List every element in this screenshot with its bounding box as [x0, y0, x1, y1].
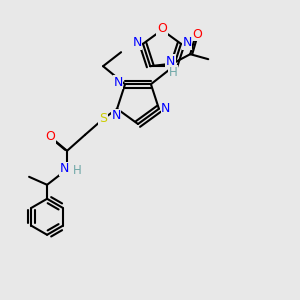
Text: O: O: [192, 28, 202, 41]
Text: H: H: [73, 164, 82, 177]
Text: O: O: [157, 22, 167, 35]
Text: N: N: [161, 102, 171, 115]
Text: N: N: [113, 76, 123, 89]
Text: H: H: [169, 66, 178, 79]
Text: S: S: [99, 112, 107, 125]
Text: N: N: [132, 36, 142, 49]
Text: N: N: [166, 55, 175, 68]
Text: O: O: [45, 130, 55, 143]
Text: N: N: [59, 162, 69, 175]
Text: N: N: [111, 109, 121, 122]
Text: N: N: [182, 36, 192, 49]
